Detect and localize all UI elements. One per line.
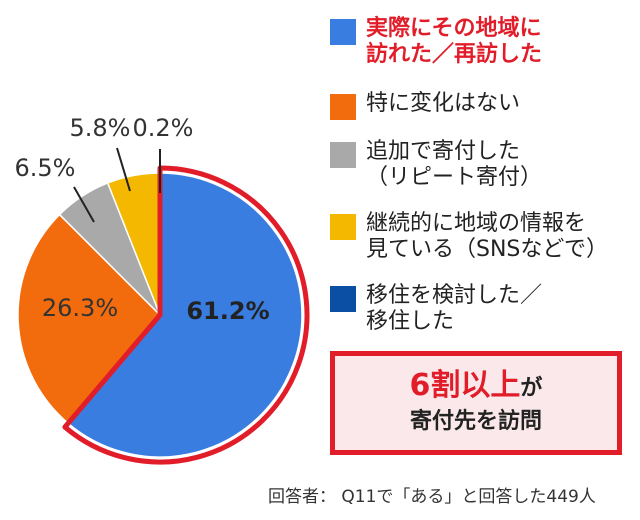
legend-label-line: 訪れた／再訪した — [366, 42, 543, 67]
pie-slice-no-change — [17, 213, 162, 425]
legend-item-no-change: 特に変化はない — [330, 91, 621, 120]
legend-label-line: 実際にその地域に — [366, 16, 542, 41]
legend-label-line: 見ている（SNSなどで） — [366, 237, 608, 262]
legend-swatch — [330, 142, 356, 168]
leader-line-following-info — [116, 147, 131, 192]
callout-main: 6割以上 — [409, 368, 521, 403]
data-label-relocation: 0.2% — [133, 114, 194, 142]
data-label-repeat-donation: 6.5% — [15, 154, 76, 182]
legend-label: 継続的に地域の情報を 見ている（SNSなどで） — [366, 211, 621, 263]
legend-item-visited: 実際にその地域に 訪れた／再訪した — [330, 16, 621, 68]
data-label-visited: 61.2% — [186, 297, 269, 325]
leader-line-repeat-donation — [73, 186, 95, 223]
legend-item-following-info: 継続的に地域の情報を 見ている（SNSなどで） — [330, 211, 621, 263]
data-label-no-change: 26.3% — [42, 294, 118, 322]
legend-label: 追加で寄付した （リピート寄付） — [366, 139, 621, 191]
legend-label-line: 移住した — [366, 309, 455, 334]
footnote: 回答者： Q11で「ある」と回答した449人 — [268, 487, 596, 507]
highlight-outline — [62, 165, 310, 465]
legend-item-repeat-donation: 追加で寄付した （リピート寄付） — [330, 139, 621, 191]
legend-label-line: 継続的に地域の情報を — [366, 211, 587, 236]
callout-headline: 6割以上が — [335, 368, 617, 407]
legend-label: 特に変化はない — [366, 91, 621, 117]
legend-swatch — [330, 286, 356, 312]
pie-chart: 61.2% 26.3% 6.5% 5.8% 0.2% — [15, 114, 310, 465]
legend-label-line: 追加で寄付した — [366, 139, 521, 164]
pie-slice-visited — [67, 172, 303, 458]
callout-particle: が — [520, 376, 543, 401]
legend-label-line: 特に変化はない — [366, 91, 521, 116]
legend-label: 実際にその地域に 訪れた／再訪した — [366, 16, 621, 68]
legend-swatch — [330, 214, 356, 240]
legend-item-relocation: 移住を検討した／ 移住した — [330, 283, 621, 335]
callout-box: 6割以上が 寄付先を訪問 — [330, 351, 622, 455]
legend-label: 移住を検討した／ 移住した — [366, 283, 621, 335]
legend-swatch — [330, 94, 356, 120]
legend-label-line: （リピート寄付） — [366, 165, 543, 190]
legend-label-line: 移住を検討した／ — [366, 283, 543, 308]
legend-swatch — [330, 19, 356, 45]
callout-subtext: 寄付先を訪問 — [409, 409, 542, 434]
data-label-following-info: 5.8% — [70, 114, 131, 142]
